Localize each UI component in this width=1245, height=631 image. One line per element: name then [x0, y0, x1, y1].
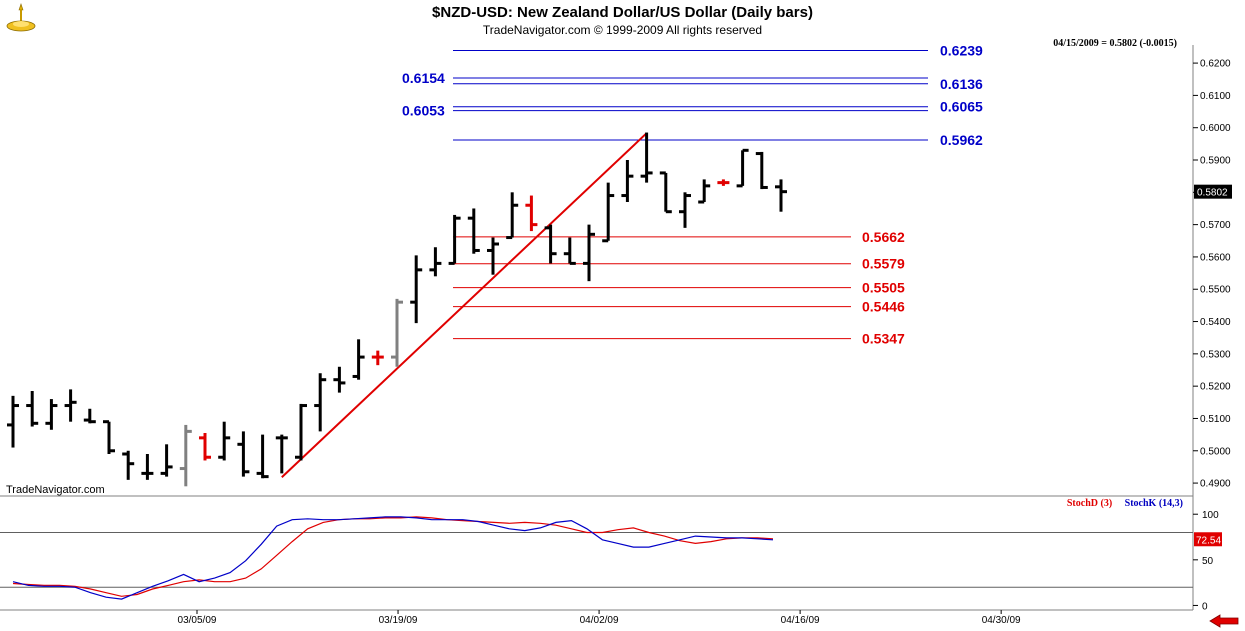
y-tick-label: 0.5200 [1200, 382, 1231, 393]
ohlc-bar [640, 132, 653, 183]
ohlc-bar [583, 224, 595, 282]
retracement-label: 0.5662 [862, 229, 905, 245]
price-panel: 0.6239 0.6136 0.6065 0.5962 0.6154 0.6053 0.56… [7, 42, 983, 487]
stoch-y-tick-label: 100 [1202, 510, 1219, 521]
ohlc-bar [391, 298, 403, 367]
ohlc-bar [487, 237, 499, 275]
ohlc-bar [199, 433, 211, 461]
last-price-tag-text: 0.5802 [1197, 188, 1228, 199]
ohlc-bar [83, 408, 96, 424]
ohlc-bar [275, 434, 288, 474]
y-tick-label: 0.5900 [1200, 156, 1231, 167]
ohlc-bar [506, 192, 519, 240]
ohlc-bar [659, 171, 672, 214]
stochastic-panel [0, 516, 1193, 600]
x-tick-label: 03/19/09 [379, 615, 418, 626]
x-tick-label: 04/02/09 [580, 615, 619, 626]
projection-label: 0.6065 [940, 99, 983, 115]
ohlc-bar [544, 224, 557, 264]
ohlc-bar [717, 179, 730, 186]
retracement-label: 0.5579 [862, 256, 905, 272]
y-tick-label: 0.5600 [1200, 252, 1231, 263]
projection-label: 0.6154 [402, 70, 445, 86]
ohlc-bar [218, 421, 231, 461]
ohlc-bar [410, 255, 423, 324]
stoch-k-line [12, 516, 774, 600]
trade-navigator-logo [6, 3, 36, 32]
retracement-label: 0.5446 [862, 299, 905, 315]
trend-line [281, 132, 648, 478]
ohlc-bar [371, 350, 384, 366]
y-tick-label: 0.5400 [1200, 317, 1231, 328]
ohlc-bar [26, 391, 39, 427]
stoch-y-tick-label: 0 [1202, 601, 1208, 612]
y-tick-label: 0.6000 [1200, 123, 1231, 134]
last-price-tag [1194, 184, 1232, 199]
ohlc-bar [698, 179, 711, 204]
y-tick-label: 0.5000 [1200, 446, 1231, 457]
y-tick-label: 0.6200 [1200, 59, 1231, 70]
ohlc-bar [736, 148, 749, 188]
y-tick-label: 0.6100 [1200, 91, 1231, 102]
stoch-y-tick-label: 50 [1202, 556, 1214, 567]
scroll-right-arrow-icon[interactable] [1208, 613, 1240, 629]
stoch-d-legend: StochD (3) [1066, 498, 1113, 509]
y-tick-label: 0.5300 [1200, 349, 1231, 360]
ohlc-bar [333, 366, 346, 393]
stoch-k-legend: StochK (14,3) [1124, 498, 1183, 509]
projection-label: 0.6136 [940, 76, 983, 92]
ohlc-bar [122, 450, 135, 480]
ohlc-bar [103, 420, 115, 455]
projection-label: 0.6053 [402, 103, 445, 119]
retracement-label: 0.5505 [862, 280, 905, 296]
ohlc-bar [237, 431, 250, 477]
ohlc-bar [45, 399, 58, 430]
retracement-label: 0.5347 [862, 331, 905, 347]
projection-label: 0.5962 [940, 132, 983, 148]
watermark: TradeNavigator.com [6, 484, 105, 496]
ohlc-bar [295, 403, 307, 461]
ohlc-bar [160, 444, 173, 477]
ohlc-bar [352, 339, 365, 380]
copyright-subtitle: TradeNavigator.com © 1999-2009 All right… [482, 23, 763, 37]
ohlc-bar [256, 434, 269, 479]
stoch-value-tag-text: 72.54 [1196, 535, 1221, 546]
ohlc-bar [467, 208, 480, 254]
x-tick-label: 03/05/09 [178, 615, 217, 626]
axes: 0.62000.61000.60000.59000.58000.57000.56… [178, 59, 1232, 626]
ohlc-bar [64, 389, 77, 422]
y-tick-label: 0.5500 [1200, 285, 1231, 296]
ohlc-bar [7, 395, 19, 448]
ohlc-bar [179, 424, 192, 487]
projection-label: 0.6239 [940, 42, 983, 58]
ohlc-bar [525, 195, 538, 232]
ohlc-bar [755, 151, 768, 190]
y-tick-label: 0.4900 [1200, 479, 1231, 490]
ohlc-bar [429, 247, 442, 277]
y-tick-label: 0.5100 [1200, 414, 1231, 425]
stoch-value-tag [1194, 532, 1222, 547]
ohlc-bar [621, 160, 634, 203]
ohlc-bar [775, 179, 787, 212]
stoch-d-line [12, 516, 774, 597]
stochastic-legend: StochD (3) StochK (14,3) [1067, 498, 1183, 509]
ohlc-bar [563, 237, 576, 265]
chart-title: $NZD-USD: New Zealand Dollar/US Dollar (… [432, 4, 813, 21]
ohlc-bar [314, 373, 327, 432]
y-tick-label: 0.5700 [1200, 220, 1231, 231]
ohlc-bar [602, 182, 615, 243]
x-tick-label: 04/16/09 [781, 615, 820, 626]
ohlc-bar [141, 454, 154, 480]
x-tick-label: 04/30/09 [982, 615, 1021, 626]
ohlc-bar [448, 214, 461, 265]
last-quote: 04/15/2009 = 0.5802 (-0.0015) [1053, 38, 1177, 49]
ohlc-bar [679, 192, 691, 228]
